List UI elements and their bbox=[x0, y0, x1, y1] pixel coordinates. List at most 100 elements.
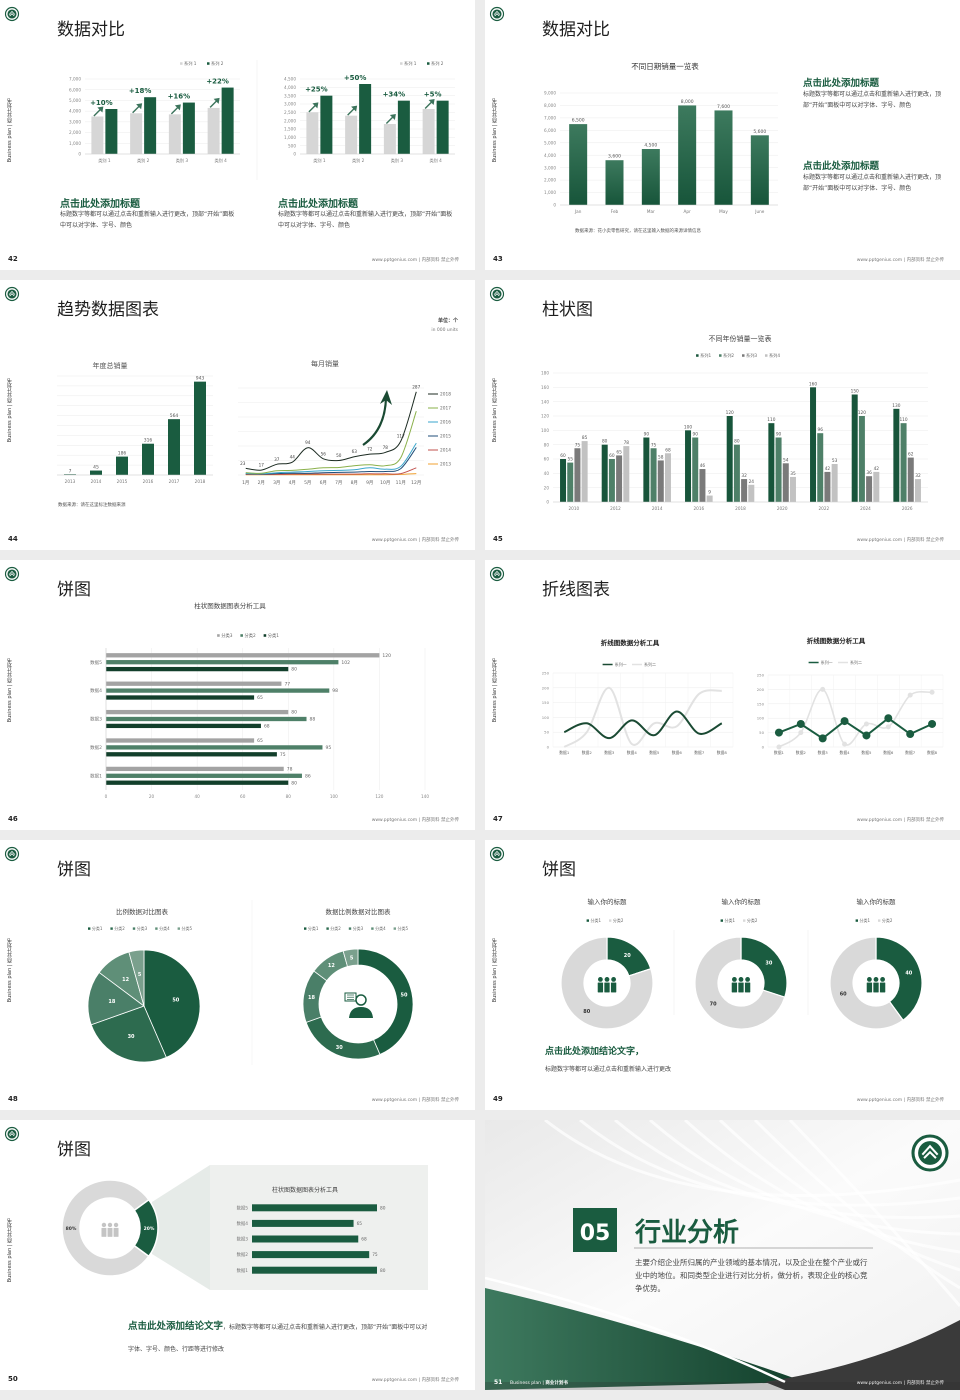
y-tick-label: 2,500 bbox=[284, 110, 296, 115]
bar bbox=[106, 745, 323, 750]
x-tick-label: Feb bbox=[611, 209, 619, 214]
bar bbox=[252, 1219, 354, 1227]
body bbox=[744, 982, 751, 993]
bar bbox=[817, 433, 824, 502]
slice-label: 70 bbox=[710, 1001, 717, 1007]
x-tick-label: 类别 1 bbox=[98, 157, 111, 164]
data-label: 88 bbox=[310, 717, 316, 723]
unit-label-en: in 000 units bbox=[431, 328, 458, 333]
dark-wave bbox=[765, 1320, 960, 1390]
x-tick-label: 类别 2 bbox=[352, 157, 365, 164]
bar bbox=[574, 448, 581, 502]
data-label: 9 bbox=[708, 490, 711, 496]
y-tick-label: 3,000 bbox=[544, 165, 556, 170]
bar bbox=[873, 471, 880, 502]
body bbox=[597, 982, 604, 993]
y-tick-label: 3,500 bbox=[284, 93, 296, 98]
data-point bbox=[796, 719, 805, 728]
slide-44[interactable]: 年度总销量 2013 7 2014 45 2015 186 2016 316 2017 564 201… bbox=[0, 280, 475, 550]
data-point bbox=[798, 730, 804, 736]
data-label: 316 bbox=[144, 438, 153, 444]
data-label: 53 bbox=[832, 458, 838, 464]
y-tick-label: 150 bbox=[542, 700, 550, 705]
bar bbox=[706, 495, 713, 502]
y-tick-label: 500 bbox=[288, 143, 296, 148]
y-tick-label: 50 bbox=[759, 730, 764, 735]
unit-label: 单位：个 bbox=[437, 318, 458, 324]
growth-arrow-icon bbox=[385, 114, 396, 124]
data-label: 150 bbox=[851, 389, 859, 395]
x-tick-label: 2018 bbox=[735, 506, 746, 511]
x-tick-label: 6月 bbox=[320, 480, 327, 486]
x-tick-label: 11月 bbox=[396, 480, 406, 486]
bar bbox=[383, 124, 396, 154]
data-label: 68 bbox=[361, 1237, 367, 1243]
legend-swatch bbox=[180, 62, 183, 65]
legend-swatch bbox=[393, 927, 396, 930]
body bbox=[879, 982, 886, 993]
decorative-curve bbox=[649, 1120, 960, 1236]
slide-51[interactable]: 05 行业分析 主要介绍企业所归属的产业领域的基本情况，以及企业在整个产业或行业中的… bbox=[485, 1120, 960, 1390]
decorative-curve bbox=[579, 1120, 960, 1207]
y-tick-label: 数据5 bbox=[237, 1204, 249, 1211]
bar bbox=[64, 474, 76, 475]
bar bbox=[252, 1266, 377, 1274]
x-tick-label: 2022 bbox=[818, 506, 829, 511]
head bbox=[611, 977, 616, 982]
slide-46[interactable]: 柱状图数据图表分析工具 分类3 分类2 分类1 0 20 40 60 80 100 120 140 数据… bbox=[0, 560, 475, 830]
data-label: 68 bbox=[665, 447, 671, 453]
x-tick-label: 1月 bbox=[242, 480, 249, 486]
pie-slice bbox=[305, 1016, 381, 1060]
slide-45[interactable]: 不同年份销量一览表 系列1 系列2 系列3 系列4 0 20 40 60 80 100 120 140 1… bbox=[485, 280, 960, 550]
slide-43[interactable]: 不同日期销量一览表 0 1,000 2,000 3,000 4,000 5,000 6,000… bbox=[485, 0, 960, 270]
y-tick-label: 20 bbox=[544, 485, 550, 490]
slide-49[interactable]: 输入你的标题 分类1 分类2 20 80 输入你的标题 分类1 分类2 30 70 输入你的标题 分类… bbox=[485, 840, 960, 1110]
data-point bbox=[818, 734, 827, 743]
footer-text: www.pptgenius.com | 内部资料 禁止外传 bbox=[371, 1098, 459, 1103]
slide-47[interactable]: 折线图数据分析工具 系列一 系列二 0 50 100 150 200 250 数据1 数据2 数据3 数… bbox=[485, 560, 960, 830]
data-label: 120 bbox=[726, 410, 734, 416]
bar bbox=[345, 115, 358, 154]
legend-swatch bbox=[743, 919, 746, 922]
legend-label: 2018 bbox=[440, 392, 451, 398]
y-tick-label: 0 bbox=[553, 203, 556, 208]
conclusion-body: ，标题数字等都可以通过点击和重新输入进行更改，顶部“开始”面板中可以对字体、字号… bbox=[128, 1324, 428, 1353]
bar bbox=[116, 456, 128, 475]
x-tick-label: 数据7 bbox=[694, 750, 705, 755]
legend-swatch bbox=[855, 919, 858, 922]
legend-label: 系列3 bbox=[746, 352, 757, 359]
block-body: 标题数字等都可以通过点击和重新输入进行更改，顶部“开始”面板中可以对字体、字号、… bbox=[278, 211, 453, 229]
footer-text: www.pptgenius.com | 内部资料 禁止外传 bbox=[856, 818, 944, 823]
slide-title: 饼图 bbox=[57, 860, 91, 880]
legend-label: 分类4 bbox=[375, 925, 386, 931]
legend-label: 系列一 bbox=[615, 661, 627, 667]
slide-42[interactable]: 系列 1 系列 2 0 1,000 2,000 3,000 4,000 5,000 6,000 7… bbox=[0, 0, 475, 270]
chart-title: 折线图数据分析工具 bbox=[807, 636, 866, 645]
data-label: 80 bbox=[602, 439, 608, 445]
x-tick-label: 数据3 bbox=[604, 750, 615, 755]
y-tick-label: 数据2 bbox=[237, 1251, 249, 1258]
team-people-icon bbox=[731, 977, 751, 993]
bar bbox=[105, 109, 118, 154]
page-number: 48 bbox=[8, 1095, 18, 1103]
x-tick-label: 数据8 bbox=[927, 750, 938, 755]
y-tick-label: 140 bbox=[541, 399, 549, 404]
data-label: 4,500 bbox=[644, 143, 657, 149]
bar bbox=[221, 87, 234, 154]
slide-48[interactable]: 比例数据对比图表 分类1 分类2 分类3 分类4 分类5 50 30 18 12 5 数据比例数据对比… bbox=[0, 840, 475, 1110]
slide-50[interactable]: 80% 20% 柱状图数据图表分析工具 数据5 80 数据4 65 数据3 68 数据2 75 数据1… bbox=[0, 1120, 475, 1390]
x-tick-label: 9月 bbox=[366, 480, 373, 486]
data-label: 23 bbox=[240, 461, 246, 466]
x-tick-label: 140 bbox=[421, 794, 429, 799]
slide-canvas: 年度总销量 2013 7 2014 45 2015 186 2016 316 2017 564 201… bbox=[4, 286, 451, 486]
chart-title: 柱状图数据图表分析工具 bbox=[272, 1186, 338, 1194]
bar bbox=[741, 479, 748, 502]
chart-title: 比例数据对比图表 bbox=[116, 907, 169, 916]
bar bbox=[144, 97, 157, 154]
legend-swatch bbox=[742, 354, 745, 357]
data-label: 46 bbox=[700, 463, 706, 469]
legend-label: 系列1 bbox=[700, 352, 711, 359]
legend-label: 系列 2 bbox=[211, 60, 224, 67]
y-tick-label: 1,500 bbox=[284, 127, 296, 132]
